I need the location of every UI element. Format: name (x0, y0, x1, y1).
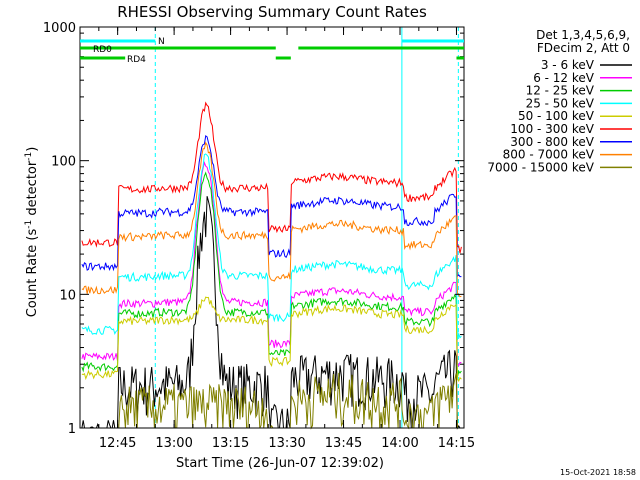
series-line-6 (81, 101, 462, 254)
series-line-3 (81, 171, 462, 378)
y-axis-label: Count Rate (s-1 detector-1) (24, 147, 40, 318)
x-tick-label-1: 12:45 (99, 436, 136, 451)
series-group (81, 101, 462, 430)
legend-header-line-1: Det 1,3,4,5,6,9, (536, 28, 630, 42)
y-axis-label-sup2: -1 (24, 152, 34, 161)
x-tick-label-2: 13:00 (155, 436, 192, 451)
timestamp: 15-Oct-2021 18:58 (560, 468, 636, 477)
y-axis-label-main: Count Rate (s (25, 229, 40, 318)
y-axis-label-sup1: -1 (24, 220, 34, 229)
x-tick-label-5: 13:45 (325, 436, 362, 451)
y-axis-label-end: ) (25, 147, 40, 152)
series-line-5 (81, 296, 462, 383)
x-tick-label-4: 13:30 (268, 436, 305, 451)
y-tick-label-3: 100 (51, 155, 76, 170)
series-line-7 (81, 135, 462, 278)
flag-label-rd4: RD4 (127, 55, 146, 65)
series-line-4 (81, 153, 462, 341)
flag-label-n: N (158, 37, 165, 47)
legend-label-2: 6 - 12 keV (533, 71, 595, 85)
legend-label-7: 300 - 800 keV (510, 135, 594, 149)
legend-label-9: 7000 - 15000 keV (487, 160, 594, 174)
legend-label-6: 100 - 300 keV (510, 122, 594, 136)
y-tick-label-1: 1 (68, 422, 76, 437)
legend-label-4: 25 - 50 keV (526, 96, 595, 110)
series-line-8 (81, 141, 462, 298)
series-line-2 (81, 161, 462, 368)
x-tick-label-3: 13:15 (212, 436, 249, 451)
legend-label-3: 12 - 25 keV (526, 84, 595, 98)
legend: Det 1,3,4,5,6,9, FDecim 2, Att 0 3 - 6 k… (487, 28, 632, 174)
y-tick-label-2: 10 (59, 288, 76, 303)
plot-frame (79, 26, 465, 429)
flag-label-rd0: RD0 (93, 45, 112, 55)
legend-header-line-2: FDecim 2, Att 0 (537, 41, 630, 55)
plot-background (80, 27, 464, 428)
legend-label-1: 3 - 6 keV (541, 58, 595, 72)
legend-label-8: 800 - 7000 keV (503, 148, 595, 162)
legend-label-5: 50 - 100 keV (518, 109, 595, 123)
axes-group: 12:45 13:00 13:15 13:30 13:45 14:00 14:15 1 10 10… (43, 21, 475, 451)
flag-bars: RD0 RD4 N (80, 37, 464, 65)
x-tick-label-6: 14:00 (381, 436, 418, 451)
plot-area (80, 27, 464, 428)
x-tick-label-7: 14:15 (438, 436, 475, 451)
y-tick-label-4: 1000 (43, 21, 76, 36)
series-line-1 (81, 196, 462, 430)
x-axis-label: Start Time (26-Jun-07 12:39:02) (176, 456, 384, 471)
chart-title: RHESSI Observing Summary Count Rates (117, 3, 427, 21)
y-axis-label-mid: detector (25, 160, 40, 220)
